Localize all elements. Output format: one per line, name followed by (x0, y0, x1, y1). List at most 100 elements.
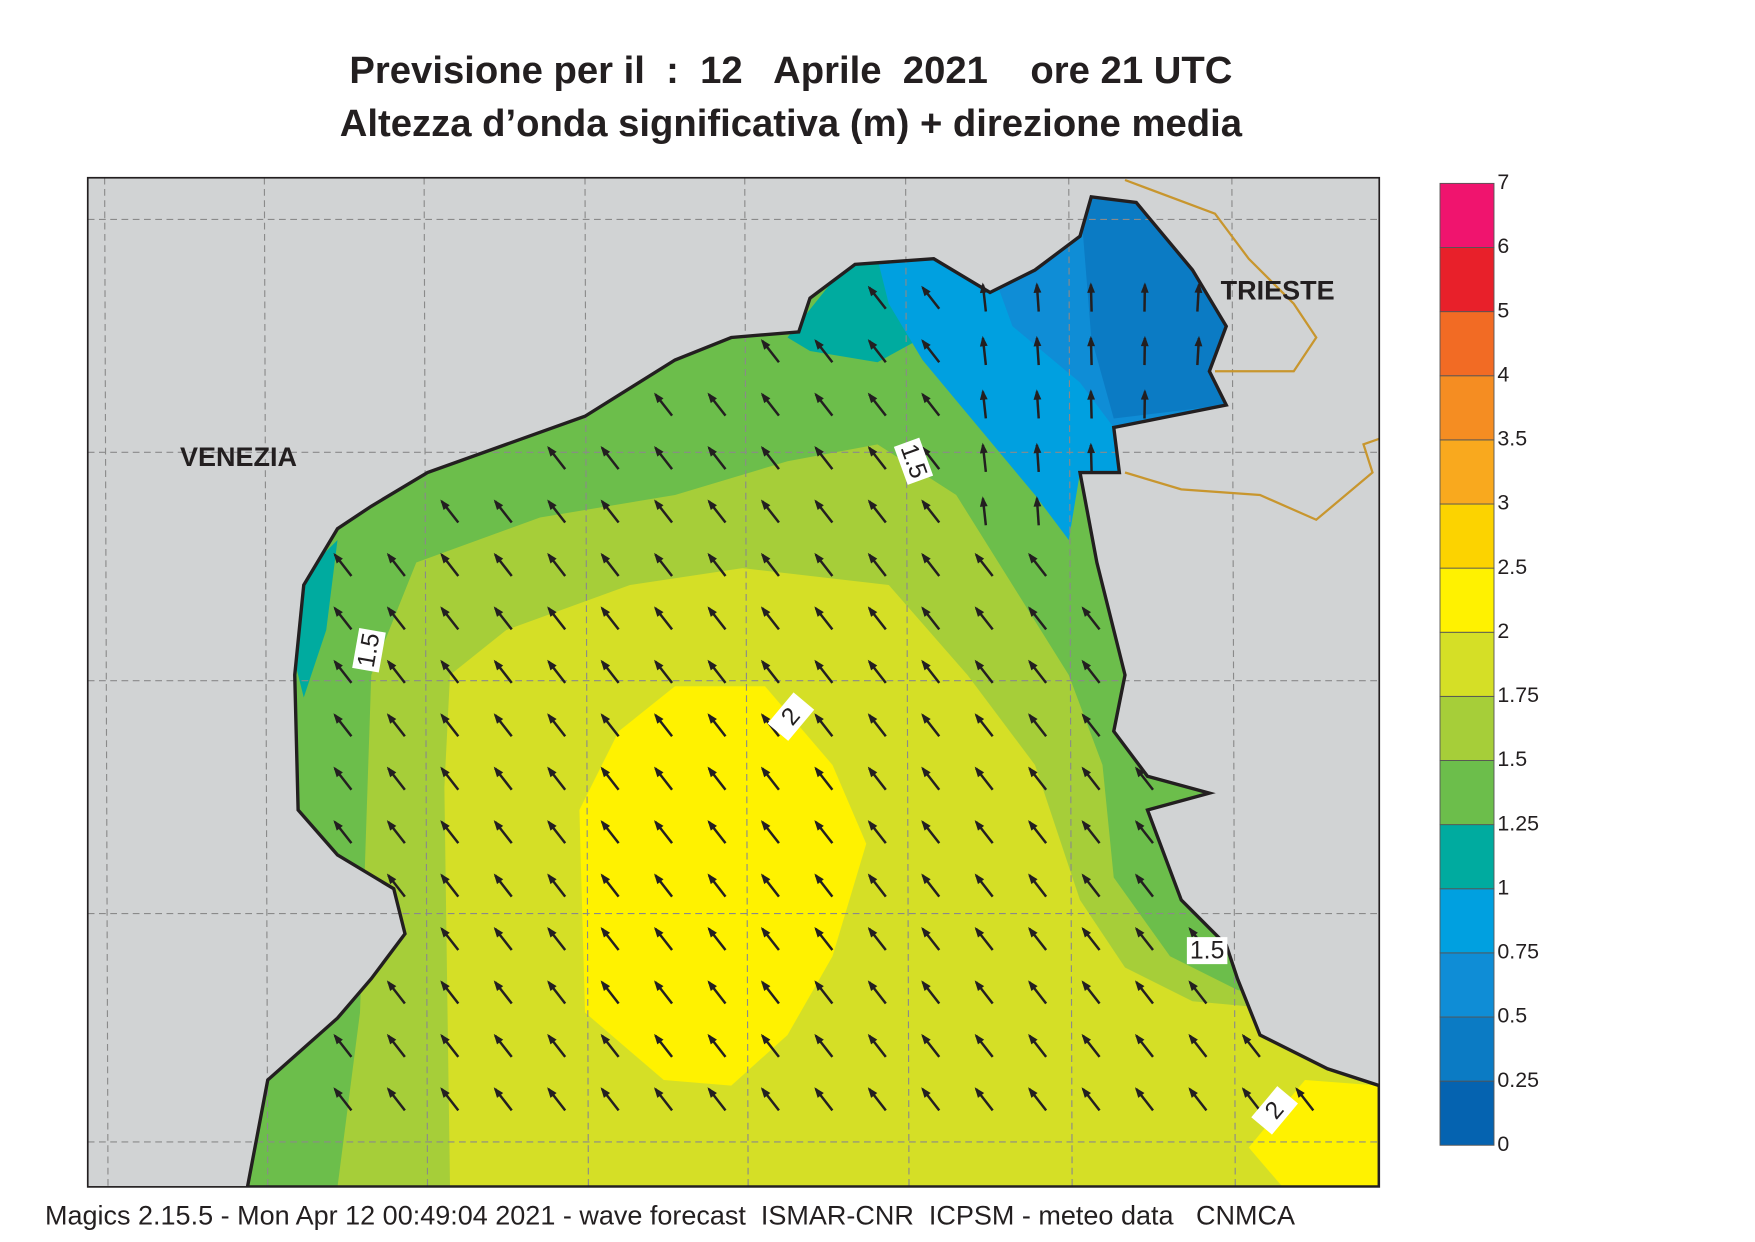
arrow-head (760, 659, 771, 671)
arrow-head (1134, 1087, 1145, 1098)
arrow-head (760, 820, 771, 831)
arrow-head (707, 980, 717, 991)
arrow-head (974, 980, 985, 991)
arrow-head (1134, 1033, 1145, 1045)
arrow-head (386, 1033, 397, 1045)
arrow-head (814, 446, 824, 457)
arrow-head (547, 980, 557, 991)
arrow-head (867, 446, 878, 457)
arrow-head (1188, 1087, 1198, 1098)
arrow-head (979, 442, 988, 454)
colorbar-label: 1.75 (1497, 683, 1539, 707)
arrow-head (654, 1033, 664, 1045)
arrow-head (760, 606, 771, 617)
arrow-head (440, 499, 450, 511)
contour-value: 1.5 (1190, 937, 1224, 964)
arrow-head (654, 820, 664, 831)
arrow-head (1087, 442, 1096, 454)
arrow-head (493, 926, 504, 938)
arrow-head (386, 820, 397, 831)
arrow-head (1081, 766, 1092, 778)
arrow-head (867, 980, 878, 991)
colorbar-box (1439, 1080, 1495, 1146)
arrow-head (1188, 980, 1198, 991)
arrow-head (867, 499, 878, 511)
colorbar-box (1439, 311, 1495, 377)
arrow-head (867, 392, 878, 404)
arrow-head (974, 926, 985, 938)
arrow-head (1087, 389, 1096, 400)
arrow-head (814, 1033, 824, 1045)
arrow-head (1081, 659, 1092, 671)
arrow-head (707, 820, 717, 831)
arrow-head (814, 1087, 824, 1098)
label-box (352, 627, 386, 673)
arrow-head (493, 713, 504, 724)
place-label: TRIESTE (1221, 276, 1335, 306)
arrow-head (654, 606, 664, 617)
arrow-head (867, 606, 878, 617)
border (1124, 178, 1318, 373)
colorbar-label: 2.5 (1497, 555, 1527, 579)
arrow-head (1033, 335, 1042, 347)
arrow-head (547, 713, 557, 724)
arrow-head (1033, 496, 1042, 507)
arrow-head (547, 873, 557, 885)
colorbar: 0 0.25 0.5 0.75 1 1.25 1.5 1.75 2 2.5 3 3.5 4 5 6 7 (1439, 170, 1539, 1156)
arrow-head (814, 606, 824, 617)
arrow-head (493, 552, 504, 564)
colorbar-label: 1 (1497, 875, 1509, 899)
contour-label: 1.5 (352, 627, 386, 673)
subtitle: Altezza d’onda significativa (m) + direz… (340, 102, 1243, 145)
arrow-head (867, 1087, 878, 1098)
arrow-head (1028, 713, 1038, 724)
arrow-head (547, 446, 557, 457)
arrow-head (440, 1087, 450, 1098)
arrow-head (386, 552, 397, 564)
arrow-head (760, 766, 771, 778)
arrow-head (440, 606, 450, 617)
arrow-head (493, 873, 504, 885)
arrow-head (493, 659, 504, 671)
arrow-head (707, 713, 717, 724)
colorbar-box (1439, 375, 1495, 441)
colorbar-label: 7 (1497, 170, 1509, 194)
arrow-head (440, 980, 450, 991)
arrow-head (921, 499, 931, 511)
arrow-head (707, 926, 717, 938)
arrow-head (974, 713, 985, 724)
arrow-head (547, 659, 557, 671)
colorbar-box (1439, 503, 1495, 569)
colorbar-box (1439, 631, 1495, 697)
colorbar-label: 0 (1497, 1132, 1509, 1156)
arrow-head (921, 1033, 931, 1045)
label-box (1186, 937, 1228, 965)
arrow-head (974, 766, 985, 778)
colorbar-label: 1.5 (1497, 747, 1527, 771)
arrow-head (654, 873, 664, 885)
colorbar-label: 0.5 (1497, 1004, 1527, 1028)
label-box (893, 437, 934, 485)
arrow-head (386, 659, 397, 671)
arrow-head (1194, 335, 1203, 347)
arrow-head (921, 926, 931, 938)
arrow-head (974, 1087, 985, 1098)
arrow-head (921, 606, 931, 617)
arrow-head (814, 766, 824, 778)
arrow-head (707, 659, 717, 671)
arrow-head (1134, 820, 1145, 831)
arrow-head (814, 339, 824, 350)
arrow-head (600, 820, 611, 831)
footer: Magics 2.15.5 - Mon Apr 12 00:49:04 2021… (45, 1200, 1295, 1230)
arrow-head (760, 392, 771, 404)
arrow-head (1140, 335, 1149, 347)
arrow-head (1140, 282, 1149, 293)
arrow-head (654, 713, 664, 724)
arrow-head (600, 713, 611, 724)
arrow-head (814, 499, 824, 511)
arrow-head (707, 392, 717, 404)
arrow-head (440, 873, 450, 885)
arrow-head (760, 339, 771, 350)
